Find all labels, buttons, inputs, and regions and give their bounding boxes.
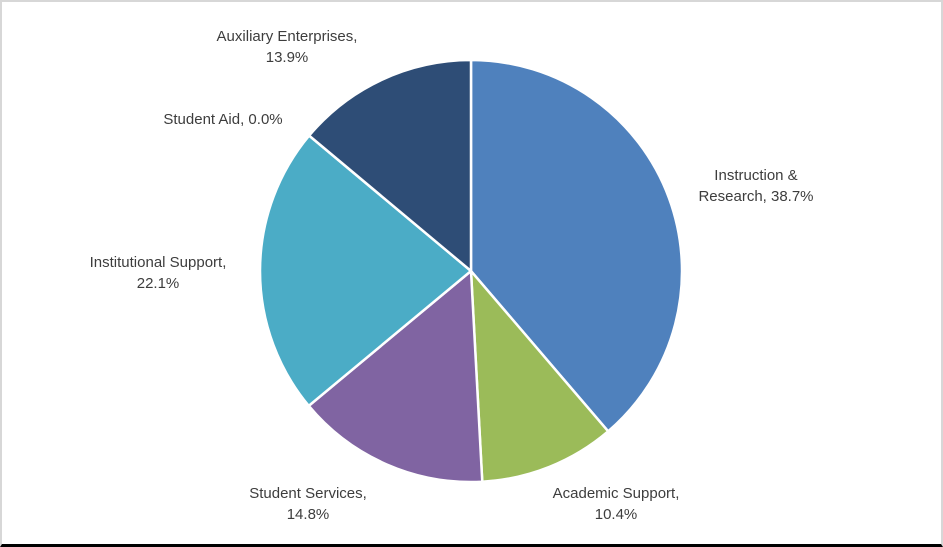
label-line: Research, 38.7% xyxy=(698,188,814,205)
label-line: 14.8% xyxy=(286,506,330,523)
pie-slice-instruction-research[interactable] xyxy=(469,58,684,433)
pie-slice-institutional-support[interactable] xyxy=(258,134,473,408)
label-line: Student Services, xyxy=(249,485,367,502)
label-line: 13.9% xyxy=(265,49,309,66)
label-instruction-research: Instruction & Research, 38.7% xyxy=(698,165,813,207)
label-line: 10.4% xyxy=(594,506,638,523)
label-line: Instruction & xyxy=(714,167,798,184)
label-line: 22.1% xyxy=(136,275,180,292)
label-line: Academic Support, xyxy=(552,485,680,502)
pie-slice-student-services[interactable] xyxy=(307,269,484,484)
label-line: Institutional Support, xyxy=(89,254,227,271)
label-line: Auxiliary Enterprises, xyxy=(216,28,358,45)
pie-slice-academic-support[interactable] xyxy=(469,269,610,483)
pie-slice-auxiliary-enterprises[interactable] xyxy=(307,58,473,273)
label-student-aid: Student Aid, 0.0% xyxy=(163,109,282,130)
label-institutional-support: Institutional Support, 22.1% xyxy=(90,252,227,294)
label-student-services: Student Services, 14.8% xyxy=(249,483,367,525)
label-auxiliary-enterprises: Auxiliary Enterprises, 13.9% xyxy=(217,26,358,68)
label-academic-support: Academic Support, 10.4% xyxy=(553,483,680,525)
label-line: Student Aid, 0.0% xyxy=(163,111,283,128)
